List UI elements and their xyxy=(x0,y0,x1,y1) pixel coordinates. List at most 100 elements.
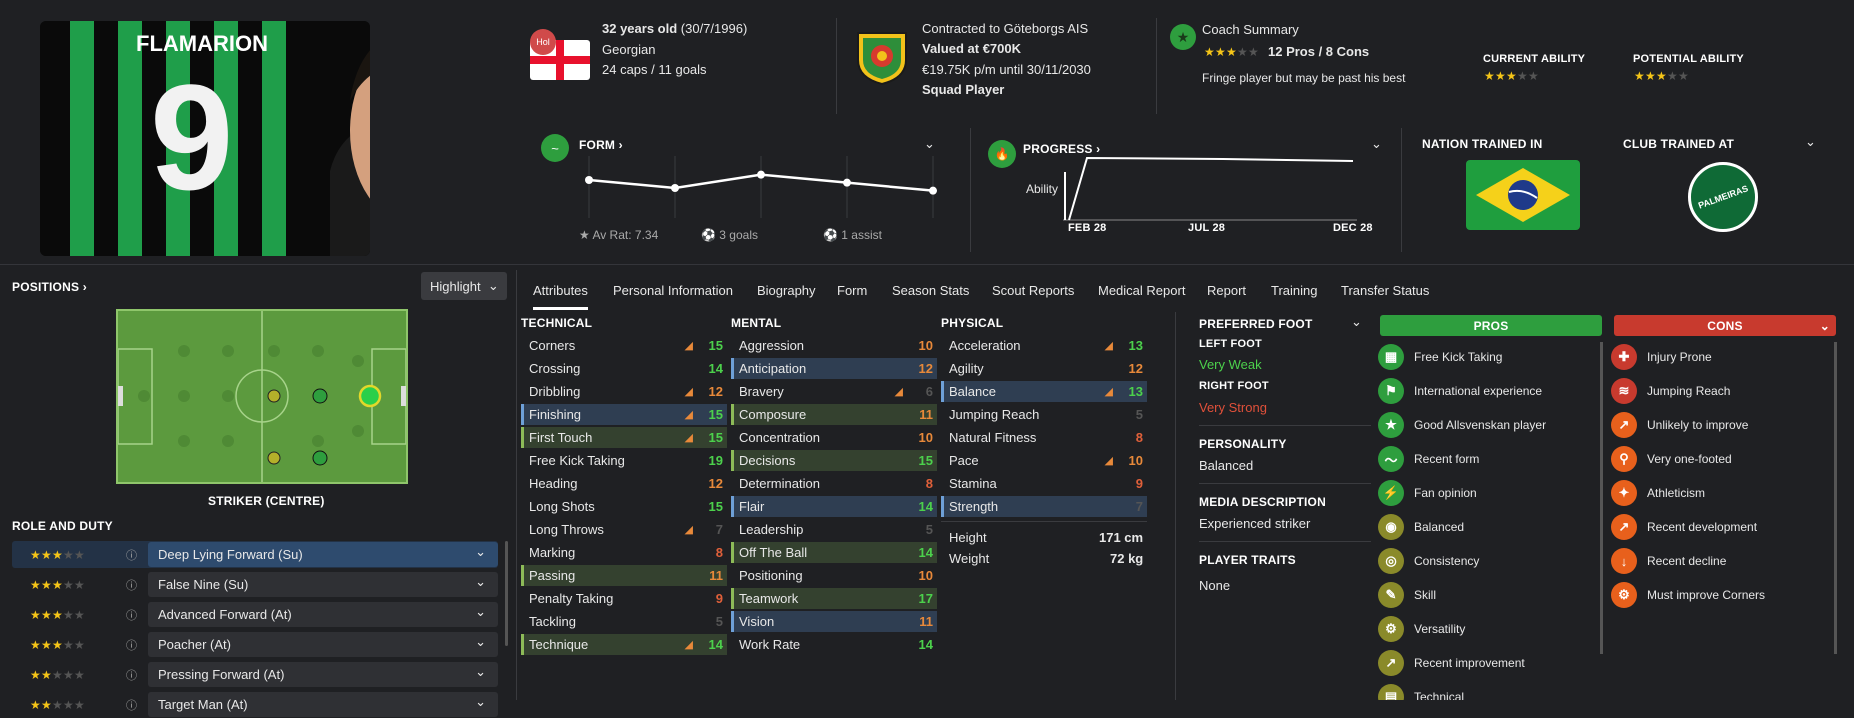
attribute-row[interactable]: Composure 11 xyxy=(731,404,937,425)
coach-summary[interactable]: ★ Coach Summary ★★★★★ 12 Pros / 8 Cons F… xyxy=(1170,22,1840,92)
attribute-row[interactable]: Dribbling ◢ 12 xyxy=(521,381,727,402)
role-select[interactable]: Advanced Forward (At) ⌄ xyxy=(148,602,498,627)
foot-expand-icon[interactable]: ⌄ xyxy=(1351,314,1362,329)
tab-form[interactable]: Form xyxy=(837,283,868,298)
attribute-row[interactable]: Crossing 14 xyxy=(521,358,727,379)
attribute-row[interactable]: Pace ◢ 10 xyxy=(941,450,1147,471)
role-select[interactable]: False Nine (Su) ⌄ xyxy=(148,572,498,597)
attribute-row[interactable]: Natural Fitness 8 xyxy=(941,427,1147,448)
pro-item[interactable]: ◉ Balanced xyxy=(1378,512,1464,542)
tab-season-stats[interactable]: Season Stats xyxy=(892,283,970,298)
attribute-row[interactable]: Free Kick Taking 19 xyxy=(521,450,727,471)
pro-item[interactable]: ▦ Free Kick Taking xyxy=(1378,342,1502,372)
attribute-row[interactable]: Long Shots 15 xyxy=(521,496,727,517)
form-point[interactable] xyxy=(757,170,765,179)
tab-training[interactable]: Training xyxy=(1271,283,1318,298)
highlight-dropdown[interactable]: Highlight ⌄ xyxy=(421,272,507,300)
info-icon[interactable]: ⓘ xyxy=(126,669,137,682)
tab-medical-report[interactable]: Medical Report xyxy=(1098,283,1186,298)
con-item[interactable]: ✦ Athleticism xyxy=(1611,478,1705,508)
pro-item[interactable]: ↗ Recent improvement xyxy=(1378,648,1525,678)
con-item[interactable]: ↓ Recent decline xyxy=(1611,546,1726,576)
attribute-row[interactable]: Penalty Taking 9 xyxy=(521,588,727,609)
attribute-row[interactable]: Finishing ◢ 15 xyxy=(521,404,727,425)
pro-item[interactable]: ⚡ Fan opinion xyxy=(1378,478,1477,508)
training-expand-icon[interactable]: ⌄ xyxy=(1805,134,1816,149)
tab-attributes[interactable]: Attributes xyxy=(533,283,588,310)
form-point[interactable] xyxy=(929,186,937,195)
tab-biography[interactable]: Biography xyxy=(757,283,816,298)
con-item[interactable]: ↗ Recent development xyxy=(1611,512,1757,542)
form-point[interactable] xyxy=(671,184,679,192)
pro-item[interactable]: ✎ Skill xyxy=(1378,580,1436,610)
attribute-row[interactable]: Flair 14 xyxy=(731,496,937,517)
attribute-row[interactable]: Tackling 5 xyxy=(521,611,727,632)
tab-transfer-status[interactable]: Transfer Status xyxy=(1341,283,1430,298)
pros-scrollbar[interactable] xyxy=(1600,342,1603,654)
form-title[interactable]: FORM › xyxy=(579,138,623,152)
attribute-row[interactable]: Teamwork 17 xyxy=(731,588,937,609)
attribute-row[interactable]: Determination 8 xyxy=(731,473,937,494)
cons-scrollbar[interactable] xyxy=(1834,342,1837,654)
con-item[interactable]: ↗ Unlikely to improve xyxy=(1611,410,1748,440)
role-select[interactable]: Deep Lying Forward (Su) ⌄ xyxy=(148,542,498,567)
attribute-row[interactable]: Strength 7 xyxy=(941,496,1147,517)
progress-title[interactable]: PROGRESS › xyxy=(1023,142,1101,156)
attribute-row[interactable]: Corners ◢ 15 xyxy=(521,335,727,356)
attribute-row[interactable]: Decisions 15 xyxy=(731,450,937,471)
role-row[interactable]: ★★★★★ ⓘ Pressing Forward (At) ⌄ xyxy=(12,661,498,688)
attribute-row[interactable]: Leadership 5 xyxy=(731,519,937,540)
con-item[interactable]: ≋ Jumping Reach xyxy=(1611,376,1730,406)
attribute-row[interactable]: Heading 12 xyxy=(521,473,727,494)
info-icon[interactable]: ⓘ xyxy=(126,549,137,562)
info-icon[interactable]: ⓘ xyxy=(126,609,137,622)
attribute-row[interactable]: Concentration 10 xyxy=(731,427,937,448)
form-point[interactable] xyxy=(843,178,851,187)
attribute-row[interactable]: Work Rate 14 xyxy=(731,634,937,655)
form-expand-icon[interactable]: ⌄ xyxy=(924,136,935,151)
pro-item[interactable]: ★ Good Allsvenskan player xyxy=(1378,410,1546,440)
attribute-row[interactable]: First Touch ◢ 15 xyxy=(521,427,727,448)
attribute-row[interactable]: Agility 12 xyxy=(941,358,1147,379)
pro-item[interactable]: 〜 Recent form xyxy=(1378,444,1479,474)
club-contract[interactable]: Contracted to Göteborgs AIS xyxy=(922,21,1089,36)
attribute-row[interactable]: Long Throws ◢ 7 xyxy=(521,519,727,540)
form-point[interactable] xyxy=(585,176,593,184)
attribute-row[interactable]: Technique ◢ 14 xyxy=(521,634,727,655)
con-item[interactable]: ⚲ Very one-footed xyxy=(1611,444,1732,474)
con-item[interactable]: ✚ Injury Prone xyxy=(1611,342,1712,372)
attribute-row[interactable]: Jumping Reach 5 xyxy=(941,404,1147,425)
pros-header[interactable]: PROS xyxy=(1380,315,1602,336)
attribute-row[interactable]: Anticipation 12 xyxy=(731,358,937,379)
pro-item[interactable]: ◎ Consistency xyxy=(1378,546,1479,576)
pro-item[interactable]: ▤ Technical xyxy=(1378,682,1464,700)
progress-expand-icon[interactable]: ⌄ xyxy=(1371,136,1382,151)
tab-scout-reports[interactable]: Scout Reports xyxy=(992,283,1075,298)
attribute-row[interactable]: Passing 11 xyxy=(521,565,727,586)
tab-report[interactable]: Report xyxy=(1207,283,1247,298)
role-select[interactable]: Pressing Forward (At) ⌄ xyxy=(148,662,498,687)
con-item[interactable]: ⚙ Must improve Corners xyxy=(1611,580,1765,610)
cons-header[interactable]: CONS ⌄ xyxy=(1614,315,1836,336)
positions-title[interactable]: POSITIONS › xyxy=(12,280,87,294)
info-icon[interactable]: ⓘ xyxy=(126,639,137,652)
tab-personal-information[interactable]: Personal Information xyxy=(613,283,733,298)
progress-panel[interactable]: 🔥 PROGRESS › ⌄ Ability FEB 28 JUL 28 DEC… xyxy=(988,136,1382,246)
role-row[interactable]: ★★★★★ ⓘ False Nine (Su) ⌄ xyxy=(12,571,498,598)
role-select[interactable]: Poacher (At) ⌄ xyxy=(148,632,498,657)
attribute-row[interactable]: Off The Ball 14 xyxy=(731,542,937,563)
pro-item[interactable]: ⚑ International experience xyxy=(1378,376,1542,406)
pro-item[interactable]: ⚙ Versatility xyxy=(1378,614,1465,644)
role-scrollbar[interactable] xyxy=(505,541,508,646)
form-panel[interactable]: ~ FORM › ⌄ ★ Av Rat: 7.34 ⚽ 3 goals ⚽ 1 … xyxy=(541,132,941,250)
attribute-row[interactable]: Bravery ◢ 6 xyxy=(731,381,937,402)
attribute-row[interactable]: Stamina 9 xyxy=(941,473,1147,494)
attribute-row[interactable]: Aggression 10 xyxy=(731,335,937,356)
role-row[interactable]: ★★★★★ ⓘ Advanced Forward (At) ⌄ xyxy=(12,601,498,628)
attribute-row[interactable]: Positioning 10 xyxy=(731,565,937,586)
info-icon[interactable]: ⓘ xyxy=(126,579,137,592)
attribute-row[interactable]: Vision 11 xyxy=(731,611,937,632)
role-row[interactable]: ★★★★★ ⓘ Poacher (At) ⌄ xyxy=(12,631,498,658)
attribute-row[interactable]: Marking 8 xyxy=(521,542,727,563)
attribute-row[interactable]: Balance ◢ 13 xyxy=(941,381,1147,402)
